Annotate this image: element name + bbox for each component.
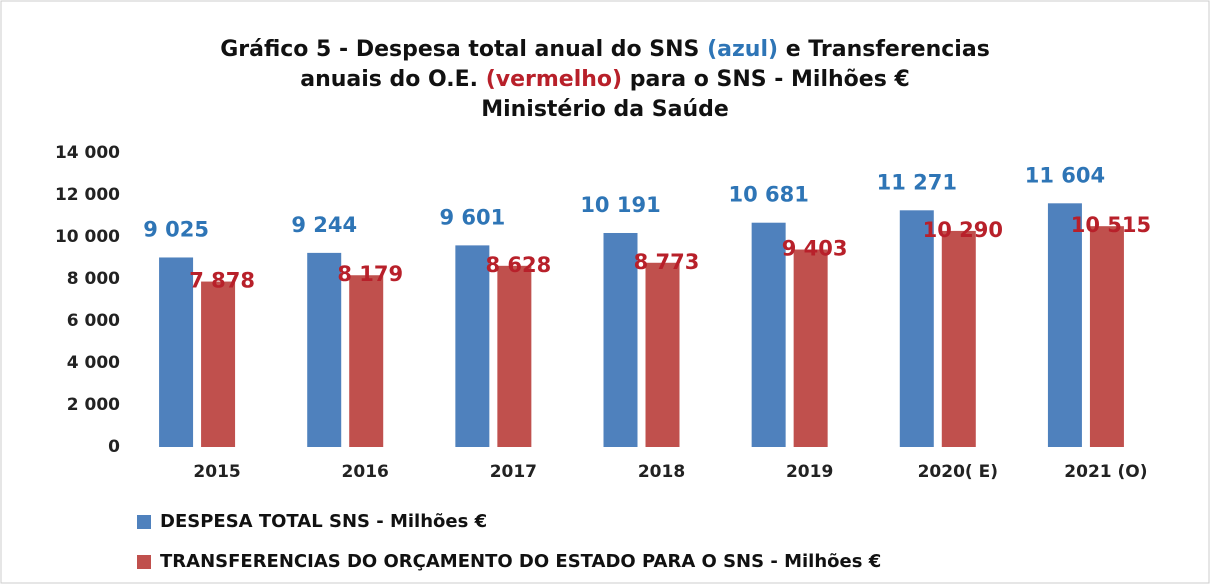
value-label: 8 628 [485,253,551,277]
value-label: 10 515 [1071,213,1151,237]
y-tick-label: 2 000 [67,395,120,415]
title-line: Ministério da Saúde [481,97,729,122]
title-part: (vermelho) [486,67,622,92]
bar [751,222,786,447]
title-line: Gráfico 5 - Despesa total anual do SNS (… [220,37,990,62]
bar [159,257,194,447]
x-tick-label: 2018 [638,462,685,482]
bar [793,249,828,447]
legend-swatch [137,515,151,529]
y-tick-label: 10 000 [55,227,120,247]
value-label: 10 681 [728,183,808,207]
title-part: e Transferencias [786,37,990,62]
bar [645,262,680,447]
bar [1089,226,1124,447]
title-part: Gráfico 5 - Despesa total anual do SNS [220,37,699,62]
bar [307,252,342,447]
value-label: 7 878 [189,269,255,293]
bar [497,265,532,447]
bar [603,232,638,447]
value-label: 9 025 [143,217,209,241]
value-label: 9 403 [782,237,848,261]
bar [201,281,236,447]
y-tick-label: 14 000 [55,143,120,163]
value-label: 9 244 [291,213,357,237]
legend-swatch [137,555,151,569]
value-label: 11 604 [1025,163,1105,187]
y-tick-label: 12 000 [55,185,120,205]
y-tick-label: 8 000 [67,269,120,289]
x-tick-label: 2017 [490,462,537,482]
y-tick-label: 6 000 [67,311,120,331]
x-tick-label: 2015 [193,462,240,482]
bar [349,275,384,447]
bar [1047,203,1082,447]
value-label: 9 601 [439,205,505,229]
title-line: anuais do O.E. (vermelho) para o SNS - M… [300,67,910,92]
value-label: 10 191 [580,193,660,217]
title-part: para o SNS - Milhões € [630,67,910,92]
x-tick-label: 2020( E) [918,462,998,482]
value-label: 8 179 [337,262,403,286]
x-tick-label: 2019 [786,462,833,482]
bar [899,210,934,447]
value-label: 11 271 [877,170,957,194]
x-tick-label: 2021 (O) [1064,462,1147,482]
bar [455,245,490,447]
title-part: anuais do O.E. [300,67,478,92]
value-label: 8 773 [634,250,700,274]
bar [941,230,976,447]
y-tick-label: 4 000 [67,353,120,373]
legend-label: TRANSFERENCIAS DO ORÇAMENTO DO ESTADO PA… [160,551,881,572]
value-label: 10 290 [923,218,1003,242]
legend-label: DESPESA TOTAL SNS - Milhões € [160,511,487,532]
y-tick-label: 0 [108,437,120,457]
x-tick-label: 2016 [342,462,389,482]
title-part: (azul) [707,37,778,62]
title-part: Ministério da Saúde [481,97,729,122]
